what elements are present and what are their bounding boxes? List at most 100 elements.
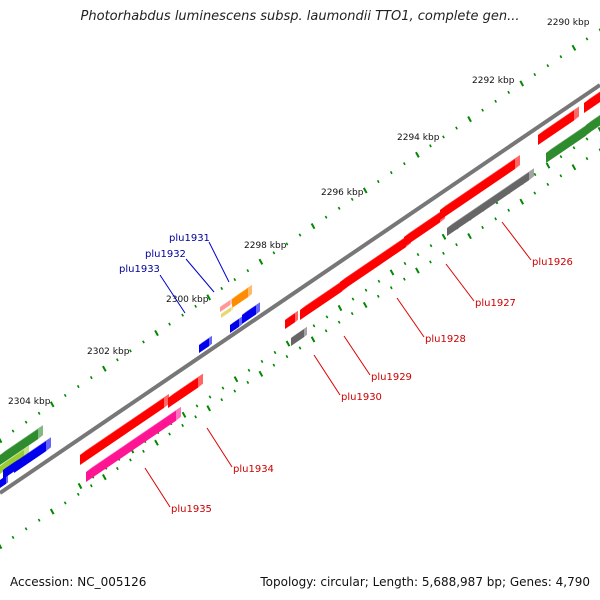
tick-mark (221, 386, 225, 390)
tick-mark (585, 157, 589, 161)
tick-mark (168, 432, 171, 436)
tick-mark (455, 243, 458, 247)
tick-mark (154, 329, 159, 337)
tick-mark (350, 311, 354, 316)
tick-mark (37, 411, 41, 415)
tick-mark (194, 415, 198, 419)
gene-plu1933-c[interactable] (199, 335, 212, 353)
tick-mark (533, 191, 537, 195)
genome-backbone (0, 83, 600, 495)
tick-mark (0, 543, 3, 550)
tick-label-2300: 2300 kbp (166, 295, 209, 305)
tick-mark (181, 313, 184, 317)
gene-label-plu1935[interactable]: plu1935 (171, 504, 212, 515)
tick-mark (533, 172, 537, 177)
tick-mark (377, 279, 381, 283)
gene-left-green-1[interactable] (0, 425, 43, 465)
tick-mark (376, 294, 380, 298)
tick-mark (402, 277, 406, 281)
gene-label-plu1927[interactable]: plu1927 (475, 298, 516, 309)
tick-mark (233, 389, 237, 393)
tick-mark (519, 80, 525, 87)
gene-label-plu1931[interactable]: plu1931 (169, 233, 210, 244)
tick-mark (260, 359, 264, 363)
gene-plu1934[interactable] (168, 373, 203, 408)
gene-gray-small[interactable] (291, 326, 307, 346)
map-title: Photorhabdus luminescens subsp. laumondi… (80, 9, 520, 24)
tick-mark (181, 411, 187, 418)
tick-mark (389, 286, 393, 290)
gene-gray-long[interactable] (447, 168, 534, 236)
gene-label-plu1928[interactable]: plu1928 (425, 334, 466, 345)
gene-plu1929[interactable] (300, 277, 347, 320)
tick-mark (194, 304, 198, 308)
tick-mark (494, 99, 498, 103)
tick-mark (49, 508, 55, 515)
gene-label-plu1926[interactable]: plu1926 (532, 257, 573, 268)
tick-mark (49, 401, 55, 408)
tick-mark (63, 501, 67, 505)
tick-mark (467, 116, 472, 123)
gene-plu1927-a[interactable] (404, 208, 445, 247)
genome-summary-text: Topology: circular; Length: 5,688,987 bp… (260, 575, 590, 589)
gene-plu1928[interactable] (340, 233, 411, 292)
gene-label-plu1933[interactable]: plu1933 (119, 264, 160, 275)
tick-mark (102, 365, 107, 372)
tick-label-2304: 2304 kbp (8, 397, 51, 407)
tick-mark (24, 420, 28, 424)
tick-mark (455, 126, 458, 130)
tick-mark (312, 324, 316, 328)
tick-mark (168, 322, 171, 326)
tick-mark (572, 146, 576, 150)
gene-right-edge-red-1[interactable] (538, 106, 579, 145)
gene-left-blue-2[interactable] (3, 459, 18, 479)
tick-mark (142, 340, 145, 344)
gene-right-green-2[interactable] (586, 111, 600, 135)
tick-mark (63, 393, 67, 398)
tick-mark (246, 380, 250, 385)
gene-plu1930[interactable] (285, 310, 298, 329)
tick-mark (0, 437, 3, 444)
gene-plu1932-a[interactable] (220, 298, 232, 312)
tick-mark (571, 164, 577, 171)
gene-plu1935-red[interactable] (80, 393, 169, 465)
gene-label-plu1934[interactable]: plu1934 (233, 464, 274, 475)
tick-mark (258, 370, 264, 377)
tick-mark (507, 208, 511, 212)
gene-left-blue-3[interactable] (0, 474, 8, 488)
gene-label-plu1929[interactable]: plu1929 (371, 372, 412, 383)
tick-mark (559, 55, 563, 59)
tick-label-2296: 2296 kbp (321, 188, 364, 198)
tick-mark (389, 269, 395, 276)
gene-features[interactable] (0, 85, 600, 488)
gene-plu1933-b[interactable] (230, 316, 242, 333)
tick-mark (298, 346, 302, 350)
tick-mark (233, 277, 237, 282)
gene-plu1933-a[interactable] (242, 302, 260, 324)
tick-mark (181, 423, 184, 428)
gene-label-plu1930[interactable]: plu1930 (341, 392, 382, 403)
tick-mark (597, 126, 600, 133)
tick-mark (24, 527, 28, 531)
tick-mark (415, 267, 420, 274)
tick-mark (403, 261, 407, 266)
tick-mark (272, 363, 276, 367)
tick-mark (364, 288, 368, 292)
gene-plu1932-b[interactable] (221, 305, 233, 318)
gene-plu1931[interactable] (232, 284, 252, 308)
tick-mark (272, 251, 276, 255)
tick-mark (195, 404, 199, 408)
gene-left-blue-1[interactable] (14, 437, 51, 473)
tick-mark (402, 162, 406, 166)
gene-label-plu1932[interactable]: plu1932 (145, 249, 186, 260)
gene-right-edge-red-2[interactable] (584, 85, 600, 113)
tick-mark (337, 304, 343, 312)
tick-mark (142, 449, 145, 453)
tick-mark (233, 376, 239, 383)
tick-mark (247, 368, 251, 372)
tick-mark (545, 162, 551, 169)
gene-magenta[interactable] (86, 406, 181, 482)
tick-mark (350, 197, 354, 201)
gene-plu1926[interactable] (440, 155, 520, 220)
